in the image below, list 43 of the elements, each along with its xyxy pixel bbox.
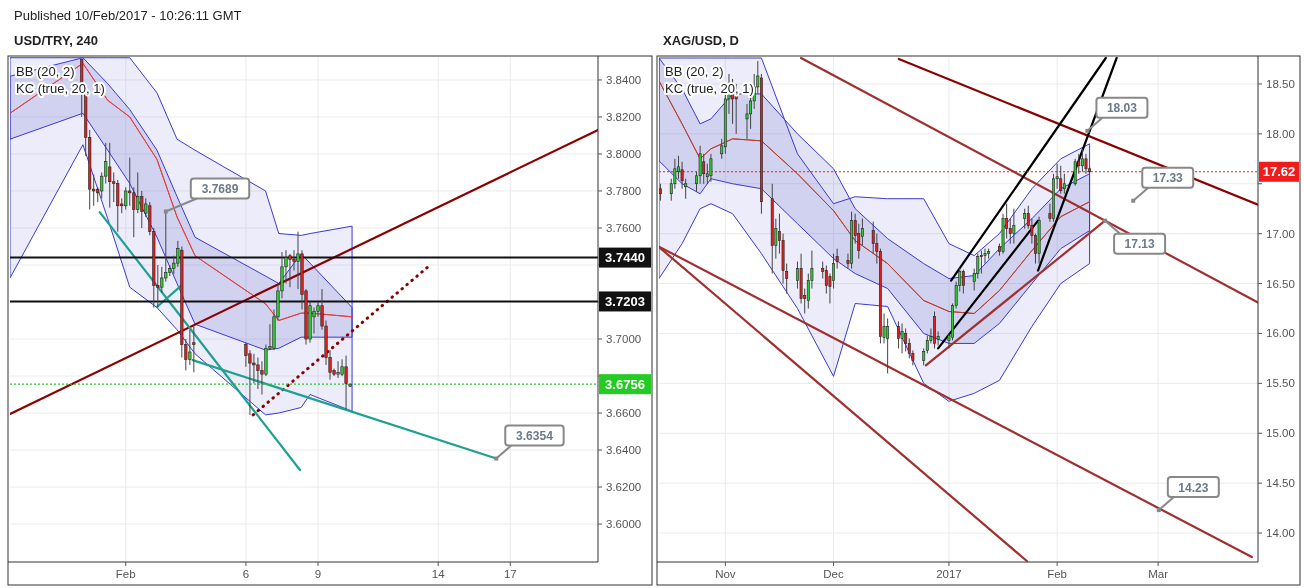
x-tick-label: Dec bbox=[823, 568, 845, 580]
y-tick-label: 3.6200 bbox=[606, 481, 642, 494]
annotation: 3.7689 bbox=[201, 182, 239, 197]
y-tick-label: 3.8400 bbox=[606, 73, 642, 86]
y-tick-label: 18.50 bbox=[1266, 77, 1295, 90]
y-tick-label: 17.00 bbox=[1266, 227, 1295, 240]
y-tick-label: 3.7600 bbox=[606, 221, 642, 234]
annotation: 3.6354 bbox=[516, 429, 554, 444]
y-tick-label: 3.7800 bbox=[606, 184, 642, 197]
y-tick-label: 3.8000 bbox=[606, 147, 642, 160]
x-tick-label: Feb bbox=[1047, 568, 1068, 580]
ref-line-label: 17.62 bbox=[1262, 164, 1296, 180]
annotation: 17.13 bbox=[1124, 237, 1155, 252]
y-tick-label: 3.6000 bbox=[606, 518, 642, 531]
y-tick-label: 14.00 bbox=[1266, 527, 1295, 540]
ref-line-label: 3.6756 bbox=[605, 376, 645, 392]
annotation: 18.03 bbox=[1106, 101, 1138, 116]
x-tick-label: 9 bbox=[314, 568, 322, 580]
y-tick-label: 15.00 bbox=[1266, 427, 1295, 440]
y-tick-label: 14.50 bbox=[1266, 477, 1295, 490]
y-tick-label: 16.50 bbox=[1266, 277, 1295, 290]
chart-subtitle: XAG/USD, D bbox=[663, 33, 739, 48]
chart-subtitle: USD/TRY, 240 bbox=[14, 33, 99, 48]
x-tick-label: 6 bbox=[242, 568, 250, 580]
x-tick-label: Feb bbox=[115, 568, 136, 580]
ref-line-label: 3.7203 bbox=[605, 293, 645, 309]
y-tick-label: 15.50 bbox=[1266, 377, 1295, 390]
x-tick-label: Mar bbox=[1148, 568, 1169, 580]
x-tick-label: 2017 bbox=[936, 568, 962, 580]
x-tick-label: Nov bbox=[715, 568, 736, 580]
y-tick-label: 3.7000 bbox=[606, 333, 642, 346]
ref-line-label: 3.7440 bbox=[605, 250, 645, 266]
y-tick-label: 3.8200 bbox=[606, 110, 642, 123]
y-tick-label: 3.6600 bbox=[606, 407, 642, 420]
x-tick-label: 17 bbox=[503, 568, 517, 580]
annotation: 14.23 bbox=[1178, 480, 1209, 495]
annotation: BB (20, 2) bbox=[665, 64, 724, 79]
y-tick-label: 16.00 bbox=[1266, 327, 1295, 340]
y-tick-label: 18.00 bbox=[1266, 127, 1295, 140]
annotation: 17.33 bbox=[1152, 171, 1184, 186]
x-tick-label: 14 bbox=[431, 568, 446, 580]
chart-title: Published 10/Feb/2017 - 10:26:11 GMT bbox=[14, 8, 242, 23]
y-tick-label: 3.6400 bbox=[606, 444, 642, 457]
